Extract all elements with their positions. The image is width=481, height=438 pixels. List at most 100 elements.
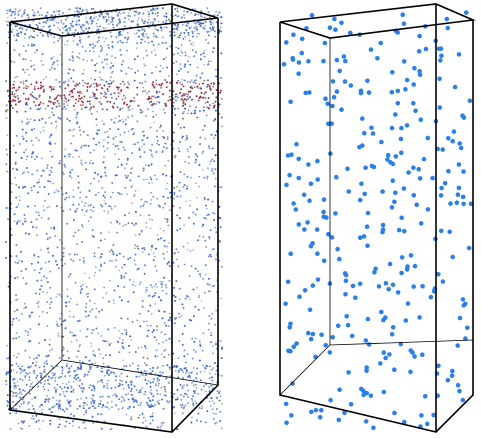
particle [50, 90, 52, 92]
particle [55, 79, 57, 81]
particle [187, 185, 189, 187]
particle [191, 79, 193, 81]
particle [184, 51, 186, 53]
particle [67, 399, 69, 401]
particle [6, 154, 8, 156]
particle [86, 404, 88, 406]
particle [30, 60, 32, 62]
particle [97, 42, 99, 44]
particle [141, 83, 143, 85]
particle [72, 156, 74, 158]
particle [65, 108, 67, 110]
particle [37, 25, 39, 27]
particle [126, 163, 128, 165]
particle [145, 115, 147, 117]
particle [219, 395, 221, 397]
particle [84, 273, 86, 275]
particle [57, 40, 59, 42]
particle [195, 384, 197, 386]
particle [102, 120, 104, 122]
particle [192, 249, 194, 251]
particle [29, 316, 31, 318]
particle [210, 24, 212, 26]
particle [210, 332, 212, 334]
particle [63, 100, 65, 102]
particle [164, 322, 166, 324]
particle [184, 80, 186, 82]
particle [11, 391, 13, 393]
particle [204, 177, 206, 179]
particle [72, 425, 74, 427]
particle [150, 176, 152, 178]
particle [134, 247, 136, 249]
particle [115, 117, 117, 119]
particle [62, 370, 64, 372]
particle [66, 101, 68, 103]
particle [179, 55, 181, 57]
particle [34, 159, 36, 161]
particle [187, 151, 189, 153]
particle [187, 81, 189, 83]
particle [123, 276, 125, 278]
particle [27, 86, 29, 88]
particle [60, 22, 62, 24]
particle [214, 213, 216, 215]
particle [80, 147, 82, 149]
particle [112, 395, 114, 397]
particle [46, 312, 48, 314]
particle [155, 103, 157, 105]
particle [94, 303, 96, 305]
particle [137, 20, 139, 22]
particle [131, 202, 133, 204]
particle [70, 96, 72, 98]
particle [25, 85, 27, 87]
particle [198, 295, 200, 297]
particle [80, 104, 82, 106]
particle [146, 55, 148, 57]
particle [181, 84, 183, 86]
particle [58, 326, 60, 328]
particle [182, 371, 184, 373]
particle [55, 377, 57, 379]
particle [148, 91, 150, 93]
particle [19, 55, 21, 57]
particle [24, 303, 26, 305]
particle [125, 97, 127, 99]
particle [163, 230, 165, 232]
particle [205, 274, 207, 276]
particle [194, 31, 196, 33]
particle [187, 249, 189, 251]
particle [181, 44, 183, 46]
particle [93, 149, 95, 151]
particle [102, 297, 104, 299]
particle [211, 369, 213, 371]
particle [114, 206, 116, 208]
particle [187, 242, 189, 244]
particle [215, 11, 217, 13]
particle [89, 96, 91, 98]
particle [203, 106, 205, 108]
particle [122, 108, 124, 110]
particle [82, 284, 84, 286]
particle [68, 381, 70, 383]
particle [71, 130, 73, 132]
particle [36, 361, 38, 363]
particle [100, 84, 102, 86]
particle [139, 147, 141, 149]
particle [155, 97, 157, 99]
particle [212, 103, 214, 105]
particle [136, 320, 138, 322]
particle [123, 286, 125, 288]
particle [188, 372, 190, 374]
particle [118, 270, 120, 272]
particle [105, 354, 107, 356]
particle [90, 345, 92, 347]
particle [62, 193, 64, 195]
particle [60, 408, 62, 410]
particle [158, 343, 160, 345]
particle [82, 226, 84, 228]
particle [146, 179, 148, 181]
particle [53, 19, 55, 21]
particle [108, 16, 110, 18]
particle [16, 363, 18, 365]
